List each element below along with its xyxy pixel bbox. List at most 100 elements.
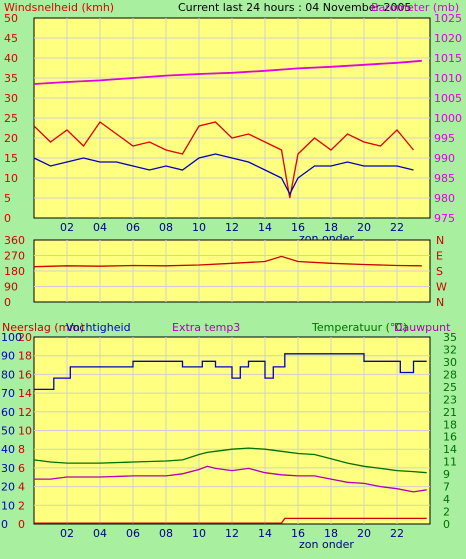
barometer-tick-label: 1010 bbox=[434, 72, 462, 85]
x-tick-label: 22 bbox=[390, 527, 404, 540]
series-dewpoint bbox=[34, 465, 427, 493]
humidity-tick-label: 80 bbox=[1, 368, 15, 381]
x-tick-label: 08 bbox=[159, 527, 173, 540]
extra-temp-label: Extra temp3 bbox=[172, 321, 240, 334]
x-tick-label: 04 bbox=[93, 527, 107, 540]
barometer-tick-label: 1025 bbox=[434, 12, 462, 25]
humidity-axis-label: Vochtigheid bbox=[66, 321, 131, 334]
humidity-tick-label: 50 bbox=[1, 425, 15, 438]
rain-tick-label: 2 bbox=[18, 499, 25, 512]
barometer-tick-label: 1020 bbox=[434, 32, 462, 45]
x-tick-label: 20 bbox=[357, 527, 371, 540]
temperature-tick-label: 9 bbox=[443, 468, 450, 481]
humidity-tick-label: 100 bbox=[1, 331, 22, 344]
humidity-tick-label: 0 bbox=[1, 518, 8, 531]
rain-tick-label: 18 bbox=[18, 350, 32, 363]
x-tick-label: 02 bbox=[60, 221, 74, 234]
rain-tick-label: 8 bbox=[18, 443, 25, 456]
barometer-tick-label: 975 bbox=[434, 212, 455, 225]
temperature-tick-label: 28 bbox=[443, 368, 457, 381]
x-tick-label: 14 bbox=[258, 527, 272, 540]
rain-tick-label: 16 bbox=[18, 368, 32, 381]
humidity-tick-label: 30 bbox=[1, 462, 15, 475]
rain-tick-label: 20 bbox=[18, 331, 32, 344]
barometer-tick-label: 980 bbox=[434, 192, 455, 205]
x-tick-label: 18 bbox=[324, 221, 338, 234]
rain-tick-label: 10 bbox=[18, 425, 32, 438]
header-title: Current last 24 hours : 04 November 2005 bbox=[178, 1, 411, 14]
temperature-tick-label: 14 bbox=[443, 443, 457, 456]
wind-tick-label: 20 bbox=[4, 132, 18, 145]
compass-tick-label: N bbox=[436, 234, 444, 247]
temperature-tick-label: 25 bbox=[443, 381, 457, 394]
x-tick-label: 12 bbox=[225, 221, 239, 234]
wind-tick-label: 45 bbox=[4, 32, 18, 45]
direction-tick-label: 360 bbox=[4, 234, 25, 247]
humidity-tick-label: 20 bbox=[1, 481, 15, 494]
humidity-tick-label: 40 bbox=[1, 443, 15, 456]
wind-tick-label: 40 bbox=[4, 52, 18, 65]
rain-tick-label: 4 bbox=[18, 481, 25, 494]
compass-tick-label: W bbox=[436, 281, 447, 294]
temperature-tick-label: 16 bbox=[443, 431, 457, 444]
x-axis-label: zon onder bbox=[299, 538, 354, 551]
x-tick-label: 06 bbox=[126, 221, 140, 234]
series-rain bbox=[34, 517, 427, 524]
rain-tick-label: 6 bbox=[18, 462, 25, 475]
x-tick-label: 16 bbox=[291, 527, 305, 540]
x-tick-label: 14 bbox=[258, 221, 272, 234]
wind-tick-label: 25 bbox=[4, 112, 18, 125]
humidity-tick-label: 60 bbox=[1, 406, 15, 419]
series-wind_speed bbox=[33, 121, 415, 199]
temperature-tick-label: 23 bbox=[443, 393, 457, 406]
x-tick-label: 22 bbox=[390, 221, 404, 234]
barometer-tick-label: 1005 bbox=[434, 92, 462, 105]
x-tick-label: 18 bbox=[324, 527, 338, 540]
wind-tick-label: 50 bbox=[4, 12, 18, 25]
direction-tick-label: 270 bbox=[4, 250, 25, 263]
x-tick-label: 16 bbox=[291, 221, 305, 234]
temperature-tick-label: 30 bbox=[443, 356, 457, 369]
barometer-tick-label: 1015 bbox=[434, 52, 462, 65]
rain-tick-label: 14 bbox=[18, 387, 32, 400]
barometer-tick-label: 1000 bbox=[434, 112, 462, 125]
temperature-tick-label: 4 bbox=[443, 493, 450, 506]
wind-tick-label: 35 bbox=[4, 72, 18, 85]
rain-axis-label: Neerslag (mm) bbox=[2, 321, 84, 334]
series-barometer bbox=[33, 59, 422, 85]
temperature-tick-label: 11 bbox=[443, 456, 457, 469]
barometer-tick-label: 985 bbox=[434, 172, 455, 185]
dewpoint-axis-label: Dauwpunt bbox=[394, 321, 451, 334]
humidity-tick-label: 90 bbox=[1, 350, 15, 363]
wind-axis-label: Windsnelheid (kmh) bbox=[4, 1, 114, 14]
compass-tick-label: S bbox=[436, 265, 443, 278]
barometer-tick-label: 990 bbox=[434, 152, 455, 165]
direction-tick-label: 180 bbox=[4, 265, 25, 278]
x-tick-label: 10 bbox=[192, 221, 206, 234]
barometer-tick-label: 995 bbox=[434, 132, 455, 145]
x-tick-label: 08 bbox=[159, 221, 173, 234]
humidity-tick-label: 70 bbox=[1, 387, 15, 400]
temperature-tick-label: 18 bbox=[443, 418, 457, 431]
series-direction bbox=[33, 255, 422, 268]
temperature-tick-label: 32 bbox=[443, 343, 457, 356]
wind-tick-label: 0 bbox=[4, 212, 11, 225]
x-tick-label: 06 bbox=[126, 527, 140, 540]
barometer-axis-label: Barometer (mb) bbox=[371, 1, 459, 14]
direction-tick-label: 0 bbox=[4, 296, 11, 309]
rain-tick-label: 0 bbox=[18, 518, 25, 531]
temperature-axis-label: Temperatuur (°C) bbox=[311, 321, 407, 334]
temperature-tick-label: 7 bbox=[443, 481, 450, 494]
wind-tick-label: 15 bbox=[4, 152, 18, 165]
x-tick-label: 12 bbox=[225, 527, 239, 540]
wind-tick-label: 30 bbox=[4, 92, 18, 105]
wind-tick-label: 10 bbox=[4, 172, 18, 185]
humidity-tick-label: 10 bbox=[1, 499, 15, 512]
temperature-tick-label: 0 bbox=[443, 518, 450, 531]
compass-tick-label: N bbox=[436, 296, 444, 309]
x-tick-label: 02 bbox=[60, 527, 74, 540]
temperature-tick-label: 2 bbox=[443, 506, 450, 519]
temperature-tick-label: 35 bbox=[443, 331, 457, 344]
